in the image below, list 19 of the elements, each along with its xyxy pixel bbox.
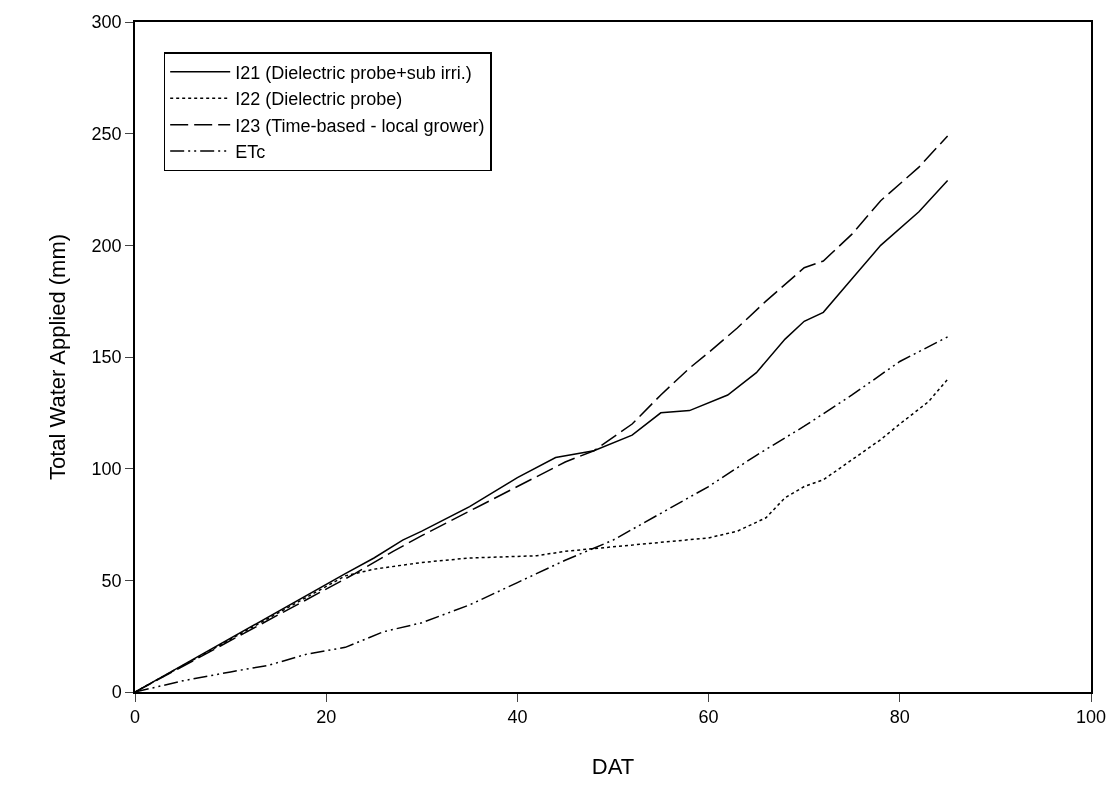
x-tick-label: 40 xyxy=(507,707,528,728)
x-tick-label: 100 xyxy=(1075,707,1107,728)
legend-label: I22 (Dielectric probe) xyxy=(235,89,403,110)
y-tick-label: 150 xyxy=(91,347,122,368)
y-tick-label: 0 xyxy=(111,682,122,703)
x-tick-label: 20 xyxy=(316,707,337,728)
y-tick-label: 200 xyxy=(91,235,122,256)
y-axis-title: Total Water Applied (mm) xyxy=(44,233,70,481)
x-tick-label: 80 xyxy=(889,707,910,728)
legend-label: I21 (Dielectric probe+sub irri.) xyxy=(235,62,472,83)
y-tick-label: 250 xyxy=(91,123,122,144)
x-tick-label: 60 xyxy=(698,707,719,728)
x-tick-label: 0 xyxy=(129,707,141,728)
legend-label: I23 (Time-based - local grower) xyxy=(235,115,485,136)
y-tick-label: 300 xyxy=(91,12,122,33)
x-axis-title: DAT xyxy=(591,753,635,779)
legend-label: ETc xyxy=(235,142,266,163)
y-tick-label: 50 xyxy=(101,570,122,591)
y-tick-label: 100 xyxy=(91,458,122,479)
